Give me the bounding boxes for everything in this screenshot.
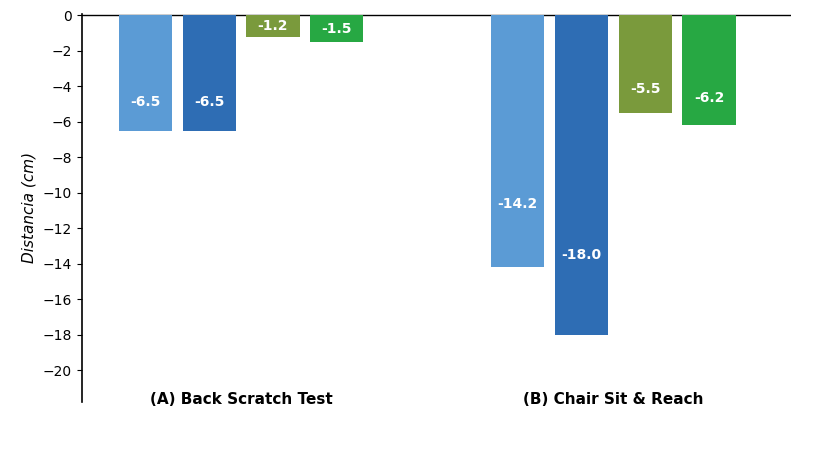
Text: -5.5: -5.5 [630,82,660,96]
Bar [491,16,544,267]
Text: -18.0: -18.0 [562,248,601,262]
Bar [311,16,363,42]
Bar [246,16,300,37]
Y-axis label: Distancia (cm): Distancia (cm) [22,152,37,264]
Bar [619,16,672,113]
Text: -6.5: -6.5 [130,95,161,109]
Text: -6.2: -6.2 [694,91,725,105]
Text: -6.5: -6.5 [194,95,224,109]
Text: -1.5: -1.5 [321,22,352,36]
Bar [183,16,236,131]
Text: -14.2: -14.2 [497,197,538,212]
Bar [682,16,736,126]
Text: -1.2: -1.2 [258,19,289,33]
Text: (B) Chair Sit & Reach: (B) Chair Sit & Reach [523,392,703,407]
Bar [555,16,608,335]
Bar [119,16,172,131]
Text: (A) Back Scratch Test: (A) Back Scratch Test [150,392,333,407]
